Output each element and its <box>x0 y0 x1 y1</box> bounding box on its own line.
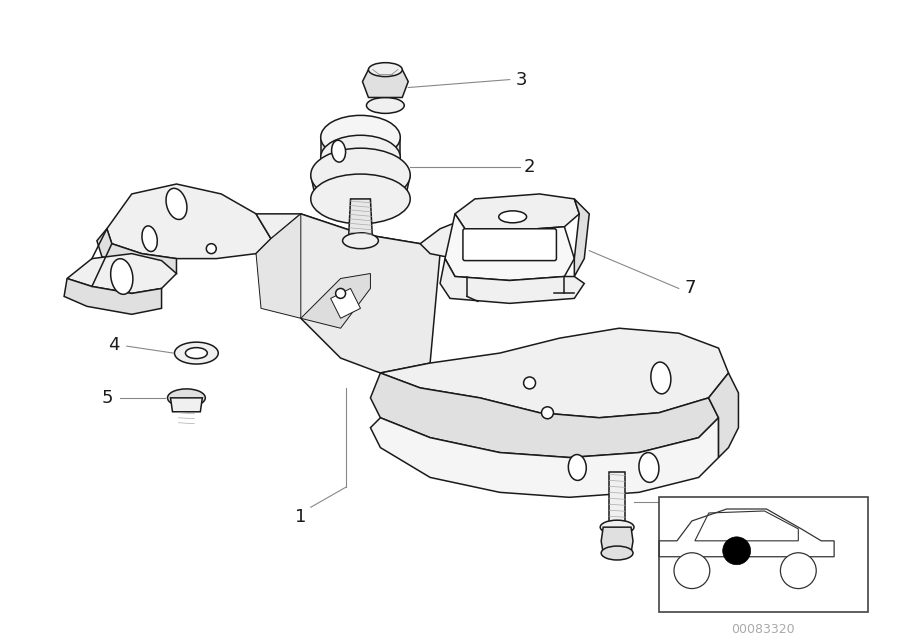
Ellipse shape <box>639 453 659 482</box>
Ellipse shape <box>310 174 410 224</box>
Polygon shape <box>371 418 718 497</box>
Ellipse shape <box>499 211 526 223</box>
Polygon shape <box>348 199 373 239</box>
Polygon shape <box>363 69 409 97</box>
Polygon shape <box>574 199 590 276</box>
Polygon shape <box>708 373 738 457</box>
Text: 3: 3 <box>516 71 527 89</box>
Ellipse shape <box>111 259 133 294</box>
Ellipse shape <box>310 148 410 202</box>
Circle shape <box>723 537 751 565</box>
Circle shape <box>674 553 710 589</box>
Ellipse shape <box>366 97 404 113</box>
Text: 00083320: 00083320 <box>732 623 795 636</box>
Polygon shape <box>256 214 440 373</box>
Text: 7: 7 <box>685 280 697 297</box>
Ellipse shape <box>185 348 207 359</box>
Text: 2: 2 <box>524 158 536 176</box>
Polygon shape <box>97 229 176 273</box>
Polygon shape <box>601 527 633 553</box>
Circle shape <box>524 377 536 389</box>
Polygon shape <box>381 328 728 418</box>
Circle shape <box>206 244 216 254</box>
Ellipse shape <box>175 342 219 364</box>
Polygon shape <box>301 273 371 328</box>
Polygon shape <box>107 184 271 259</box>
Polygon shape <box>445 214 574 280</box>
Text: 5: 5 <box>101 389 112 407</box>
Circle shape <box>542 407 554 419</box>
Text: 4: 4 <box>108 336 120 354</box>
Ellipse shape <box>568 455 586 480</box>
Ellipse shape <box>320 115 400 159</box>
Ellipse shape <box>167 389 205 407</box>
Text: 6: 6 <box>673 503 685 521</box>
Polygon shape <box>609 473 626 527</box>
Polygon shape <box>256 214 440 273</box>
Polygon shape <box>64 278 162 314</box>
Ellipse shape <box>320 135 400 179</box>
Polygon shape <box>68 254 176 294</box>
Polygon shape <box>420 214 554 257</box>
Polygon shape <box>310 175 410 199</box>
Ellipse shape <box>142 226 157 252</box>
Ellipse shape <box>331 140 346 162</box>
Polygon shape <box>371 373 718 457</box>
Ellipse shape <box>166 189 187 220</box>
Ellipse shape <box>600 520 634 534</box>
Ellipse shape <box>601 546 633 560</box>
Text: 1: 1 <box>295 508 307 526</box>
Polygon shape <box>455 194 580 231</box>
Polygon shape <box>330 289 361 318</box>
Bar <box>659 497 868 612</box>
Ellipse shape <box>368 62 402 76</box>
Polygon shape <box>256 214 301 318</box>
Ellipse shape <box>651 362 670 394</box>
Polygon shape <box>440 259 584 303</box>
Ellipse shape <box>343 233 378 248</box>
Polygon shape <box>320 137 400 157</box>
FancyBboxPatch shape <box>463 229 556 261</box>
Circle shape <box>336 289 346 298</box>
Ellipse shape <box>497 227 515 255</box>
Polygon shape <box>170 398 202 412</box>
Circle shape <box>780 553 816 589</box>
